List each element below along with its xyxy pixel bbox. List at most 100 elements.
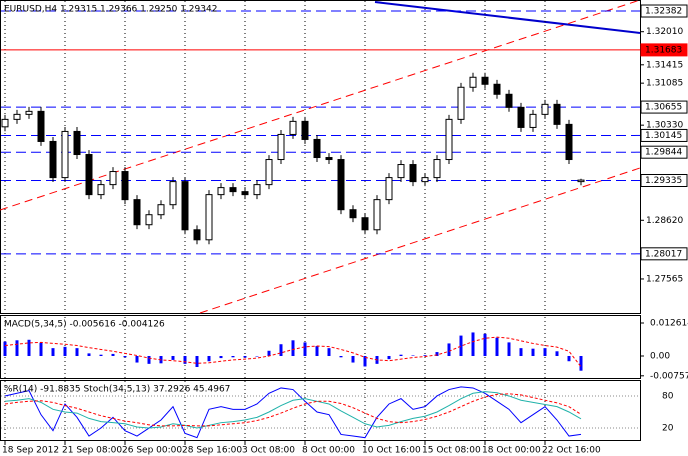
y-tick-label: 1.32010 [646,27,683,37]
bar [3,341,7,356]
bar [183,355,187,364]
candle-body [541,103,549,115]
level-label-box [640,4,688,18]
bar [243,355,247,358]
bar [567,355,571,362]
bar [363,355,367,367]
candle-body [481,76,489,85]
bar [99,354,103,356]
candle-body [1,118,9,128]
bar [279,344,283,356]
bar [207,355,211,362]
bar [531,348,535,356]
bar [195,355,199,367]
bar [147,355,151,364]
trend-line [374,1,641,34]
candle-body [325,157,333,161]
bar [15,340,19,356]
candle-body [385,177,393,201]
candle-body [85,154,93,196]
candle-body [97,184,105,196]
x-tick-label: 10 Oct 16:00 [362,446,421,456]
x-tick-label: 26 Sep 00:00 [122,446,182,456]
level-label: 1.31683 [645,45,682,55]
bar [387,355,391,360]
bar [51,348,55,356]
level-label: 1.30655 [645,103,682,113]
candle-body [205,194,213,241]
x-tick-label: 28 Sep 16:00 [182,446,242,456]
y-tick-label: 1.31085 [646,79,683,89]
candle-body [457,86,465,120]
bar [255,355,259,357]
candle-body [301,120,309,140]
level-label-box [640,100,688,114]
level-label: 1.29844 [645,148,682,158]
candle-body [409,164,417,183]
x-tick-label: 8 Oct 00:00 [302,446,355,456]
candle-body [37,110,45,142]
candle-body [349,209,357,219]
line [4,336,582,368]
candle-body [337,159,345,211]
candle-body [145,214,153,226]
bar [399,354,403,356]
bar [123,355,127,358]
candle-body [277,133,285,161]
bar [267,350,271,356]
y-tick-label: 1.28620 [646,216,683,226]
candle-body [565,123,573,161]
candle-body [397,164,405,179]
candle-body [469,76,477,88]
y-tick-label: 80 [662,391,674,401]
candle-body [229,187,237,193]
candle-body [373,199,381,231]
bar [39,342,43,356]
candle-body [157,204,165,216]
panel-title: %R(14) -91.8835 Stoch(34,5,13) 37.2926 4… [4,385,230,395]
x-tick-label: 21 Sep 08:00 [62,446,122,456]
x-tick-label: 18 Oct 00:00 [482,446,541,456]
bar [411,355,415,356]
line [4,386,582,439]
bar [471,332,475,356]
level-label: 1.32382 [645,7,682,17]
y-tick-label: 0.00 [650,351,670,361]
bar [315,346,319,356]
candle-body [421,177,429,183]
bar [351,355,355,363]
oscillator-panel [0,380,641,441]
chart-title: EURUSD,H4 1.29315 1.29366 1.29250 1.2934… [4,5,217,15]
bar [63,346,67,356]
level-label-box [640,128,688,142]
y-tick-label: 20 [662,424,674,434]
candle-body [505,93,513,108]
bar [519,348,523,356]
candle-body [73,130,81,156]
bar [447,343,451,356]
candle-body [169,181,177,206]
channel-line [0,0,641,211]
bar [75,348,79,356]
x-tick-label: 15 Oct 08:00 [422,446,481,456]
y-tick-label: -0.007572 [650,371,688,381]
level-label-box [640,43,688,57]
candle-body [577,179,585,183]
candle-body [241,191,249,196]
candle-body [25,110,33,115]
level-label-box [640,145,688,159]
bar [555,351,559,356]
level-label-box [640,247,688,261]
candle-body [61,130,69,179]
bar [303,342,307,356]
bar [543,348,547,356]
level-label: 1.30145 [645,131,682,141]
candle-body [133,199,141,226]
macd-panel [0,315,641,379]
y-tick-label: 0.012614 [650,319,688,329]
x-tick-label: 3 Oct 08:00 [242,446,295,456]
bar [579,355,583,371]
bar [231,355,235,358]
candle-body [217,187,225,196]
